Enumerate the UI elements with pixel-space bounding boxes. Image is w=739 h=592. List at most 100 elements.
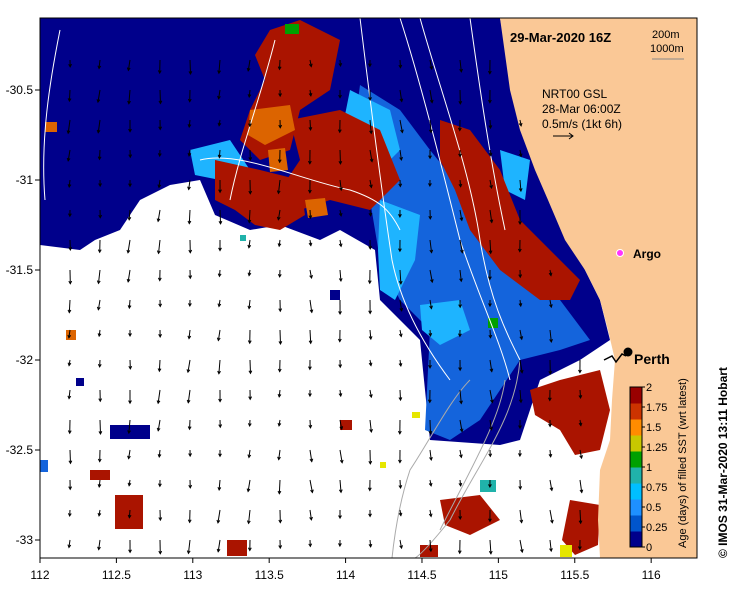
map-title: 29-Mar-2020 16Z: [510, 30, 611, 45]
current-arrow-head: [97, 458, 102, 463]
current-arrow-head: [428, 183, 432, 188]
current-arrow: [489, 359, 493, 372]
current-arrow-head: [368, 310, 372, 315]
current-arrow-head: [578, 369, 582, 374]
current-arrow-head: [187, 98, 192, 103]
current-arrow: [218, 89, 221, 99]
current-arrow: [278, 479, 281, 494]
current-arrow-head: [398, 512, 403, 517]
current-arrow: [339, 449, 343, 463]
current-arrow-head: [488, 518, 492, 523]
current-arrow-head: [310, 489, 314, 494]
current-arrow: [97, 299, 101, 310]
x-tick-label: 113.5: [255, 568, 284, 582]
colorbar-swatch: [630, 467, 642, 484]
current-arrow-head: [308, 63, 313, 68]
current-arrow-head: [158, 483, 162, 488]
current-arrow: [489, 179, 493, 189]
current-arrow-head: [549, 487, 554, 492]
current-arrow-head: [246, 520, 251, 525]
perth-marker[interactable]: [603, 347, 633, 364]
credit-text: © IMOS 31-Mar-2020 13:11 Hobart: [716, 367, 730, 558]
argo-label: Argo: [633, 247, 661, 261]
current-arrow-head: [488, 303, 492, 308]
current-arrow-head: [247, 423, 252, 428]
current-arrow-head: [338, 543, 342, 548]
current-arrow: [278, 449, 281, 460]
current-arrow-head: [429, 249, 434, 254]
current-arrow-head: [490, 399, 494, 404]
colorbar-tick-label: 0: [646, 542, 652, 554]
colorbar-swatch: [630, 483, 642, 500]
current-arrow: [68, 389, 71, 399]
current-arrow-head: [127, 514, 132, 519]
current-arrow-head: [217, 370, 221, 375]
current-arrow-head: [398, 333, 403, 338]
current-arrow-head: [246, 67, 251, 72]
current-arrow-head: [579, 489, 584, 494]
current-arrow: [218, 59, 221, 74]
current-arrow-head: [128, 333, 132, 338]
current-arrow-head: [278, 341, 283, 345]
x-tick-label: 115.5: [560, 568, 589, 582]
current-arrow-head: [97, 546, 101, 551]
current-arrow: [459, 389, 462, 404]
current-arrow: [549, 329, 552, 342]
current-arrow-head: [520, 549, 524, 554]
current-arrow-head: [97, 483, 102, 488]
current-arrow: [68, 299, 71, 313]
current-arrow: [519, 179, 522, 192]
current-arrow-head: [96, 306, 101, 311]
colorbar: 0 0.25 0.5 0.75 1 1.25 1.5 1.75 2 Age (days) of …: [629, 378, 689, 554]
current-arrow-head: [428, 215, 433, 220]
current-arrow: [489, 119, 492, 129]
current-arrow-head: [518, 274, 523, 279]
current-arrow-head: [458, 516, 463, 521]
current-arrow: [248, 509, 251, 524]
current-arrow-head: [459, 217, 464, 222]
current-arrow: [98, 539, 101, 550]
current-arrow-head: [550, 519, 554, 524]
current-arrow-head: [68, 63, 72, 68]
current-arrow-head: [399, 545, 403, 550]
current-arrow: [579, 389, 582, 399]
current-arrow-head: [67, 513, 72, 518]
y-tick-label: -32.5: [6, 443, 34, 457]
current-arrow: [519, 389, 522, 403]
colorbar-tick-label: 0.5: [646, 502, 661, 514]
current-arrow: [309, 449, 313, 462]
current-arrow: [399, 329, 402, 337]
current-arrow: [519, 539, 523, 553]
current-arrow-head: [278, 545, 283, 550]
current-arrow-head: [128, 183, 132, 188]
current-arrow-head: [308, 366, 312, 371]
current-arrow-head: [519, 369, 524, 374]
current-arrows: [66, 59, 584, 555]
currents-scale-arrow: [553, 132, 574, 140]
current-arrow-head: [247, 547, 252, 552]
current-arrow-head: [187, 186, 191, 191]
current-arrow-head: [217, 273, 222, 278]
current-arrow-head: [429, 305, 433, 310]
current-arrow-head: [126, 278, 131, 283]
current-arrow-head: [67, 395, 72, 400]
current-arrow: [248, 239, 251, 248]
y-tick-label: -32: [16, 353, 34, 367]
current-arrow: [218, 359, 221, 374]
current-arrow-head: [518, 303, 523, 308]
current-arrow-head: [578, 422, 583, 427]
current-arrow-head: [277, 243, 282, 248]
colorbar-swatch: [630, 419, 642, 436]
current-arrow-head: [518, 486, 523, 491]
argo-marker[interactable]: [616, 249, 624, 257]
current-arrow-head: [308, 393, 312, 398]
current-arrow-head: [488, 334, 493, 339]
current-arrow-head: [398, 280, 403, 285]
current-arrow-head: [276, 216, 281, 221]
colorbar-tick-label: 1.75: [646, 402, 667, 414]
current-arrow-head: [518, 399, 523, 404]
sst-region-red-far-south: [440, 495, 600, 555]
current-arrow-head: [277, 368, 282, 373]
sst-region-red-west: [215, 160, 305, 230]
current-arrow-head: [278, 519, 283, 524]
